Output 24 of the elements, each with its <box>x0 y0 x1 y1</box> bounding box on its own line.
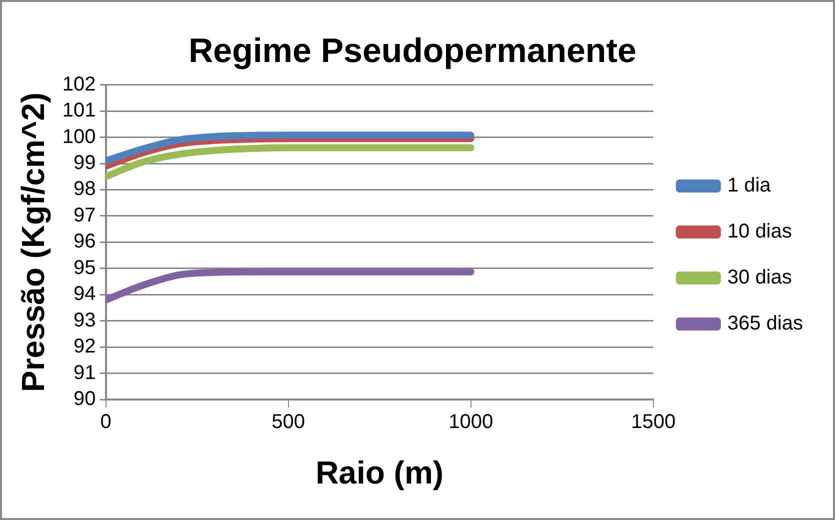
legend-label: 30 dias <box>727 266 792 289</box>
chart-title: Regime Pseudopermanente <box>188 32 636 70</box>
y-tick-label: 90 <box>74 388 96 410</box>
x-tick-label: 1000 <box>448 411 494 434</box>
y-tick-label: 97 <box>74 204 96 226</box>
y-axis-title: Pressão (Kgf/cm^2) <box>15 92 52 392</box>
y-tick-label: 94 <box>74 283 96 306</box>
y-tick-label: 98 <box>74 178 96 200</box>
y-tick-label: 92 <box>74 336 96 358</box>
legend-label: 1 dia <box>727 174 772 197</box>
y-tick-label: 95 <box>74 256 96 279</box>
legend-label: 10 dias <box>727 220 792 243</box>
y-tick-label: 93 <box>74 309 96 332</box>
x-axis-title: Raio (m) <box>316 454 444 491</box>
y-tick-label: 101 <box>62 100 96 122</box>
x-tick-label: 1500 <box>631 411 676 434</box>
y-tick-label: 100 <box>62 126 96 148</box>
x-tick-label: 500 <box>272 411 305 434</box>
x-tick-label: 0 <box>100 411 112 434</box>
legend-label: 365 dias <box>727 312 804 335</box>
y-tick-label: 102 <box>62 73 96 96</box>
y-tick-label: 96 <box>74 230 96 253</box>
y-tick-label: 91 <box>74 362 96 384</box>
y-tick-label: 99 <box>74 152 96 174</box>
